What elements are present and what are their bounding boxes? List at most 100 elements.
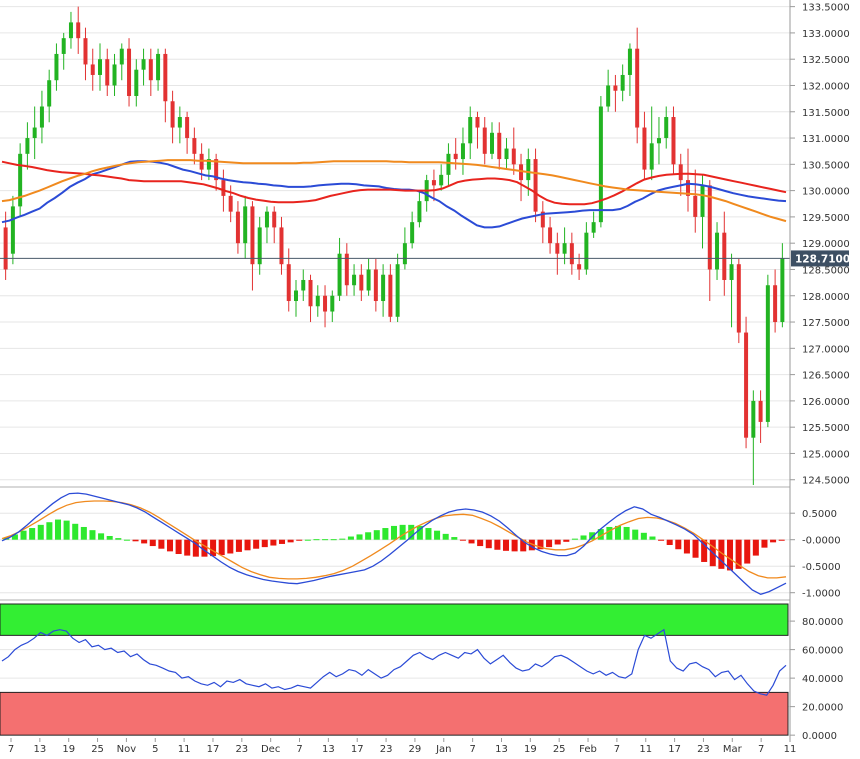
- price-tick-label: 126.5000: [802, 371, 850, 382]
- candle-body: [736, 264, 741, 333]
- candle: [627, 43, 632, 96]
- macd-line: [1, 492, 787, 596]
- candle-body: [533, 159, 538, 212]
- macd-signal-line: [1, 500, 787, 580]
- macd-bar-negative: [752, 539, 759, 556]
- candle: [76, 6, 81, 54]
- macd-bar-negative: [502, 539, 510, 551]
- candle: [642, 111, 647, 181]
- macd-bar-positive: [408, 524, 415, 540]
- candle-body: [112, 64, 117, 86]
- candle-body: [206, 159, 211, 170]
- candle-body: [649, 143, 654, 170]
- macd-bar-negative: [253, 539, 260, 549]
- x-tick-label: 25: [553, 744, 566, 755]
- macd-bar-positive: [649, 536, 656, 540]
- candle: [10, 195, 15, 265]
- x-tick-label: 23: [697, 744, 710, 755]
- candle-body: [228, 195, 233, 212]
- candle: [548, 216, 553, 254]
- candle-body: [693, 195, 698, 217]
- candle: [192, 127, 197, 165]
- macd-bar-positive: [390, 525, 398, 540]
- macd-bar-negative: [658, 539, 665, 541]
- candle-body: [170, 101, 175, 128]
- candle: [780, 243, 785, 328]
- candle-body: [294, 290, 298, 302]
- candle: [707, 180, 712, 302]
- macd-bar-positive: [330, 539, 337, 541]
- x-tick-label: 13: [33, 744, 46, 755]
- macd-bar-positive: [37, 524, 44, 540]
- x-tick-label: 23: [235, 744, 248, 755]
- candle-body: [286, 264, 291, 302]
- macd-bar-negative: [546, 539, 553, 548]
- x-tick-label: 25: [91, 744, 104, 755]
- candle: [352, 264, 357, 296]
- candle-body: [569, 243, 574, 265]
- price-tick-label: 132.0000: [802, 81, 850, 92]
- candle-body: [199, 153, 204, 170]
- macd-bar-negative: [149, 539, 156, 547]
- macd-bar-negative: [235, 539, 242, 552]
- candle: [700, 174, 705, 249]
- x-tick-label: Dec: [261, 744, 280, 755]
- macd-bar-negative: [261, 539, 268, 548]
- candle-body: [25, 138, 30, 154]
- candle-body: [613, 85, 618, 91]
- candle-body: [10, 206, 15, 254]
- x-tick-label: 7: [296, 744, 302, 755]
- macd-bar-positive: [98, 533, 105, 540]
- macd-bar-negative: [468, 539, 475, 544]
- candle-body: [177, 117, 182, 128]
- macd-tick-label: -0.0000: [802, 536, 841, 547]
- candle-body: [511, 148, 516, 165]
- candle: [540, 201, 545, 244]
- candle: [446, 143, 451, 186]
- macd-bar-positive: [46, 522, 53, 540]
- candle: [381, 264, 386, 317]
- candle-body: [686, 180, 690, 196]
- candle: [32, 106, 37, 160]
- candle-body: [504, 148, 509, 160]
- candle: [98, 43, 102, 91]
- candle: [286, 248, 291, 312]
- candle-body: [715, 232, 720, 270]
- candle: [68, 11, 73, 49]
- candle: [439, 164, 444, 191]
- macd-bar-negative: [666, 539, 673, 545]
- candle-body: [68, 22, 73, 39]
- candle: [243, 195, 248, 259]
- candle: [620, 64, 625, 102]
- candle-body: [562, 243, 567, 254]
- macd-bar-negative: [278, 539, 286, 544]
- candle-body: [3, 227, 8, 270]
- price-tick-label: 131.5000: [802, 108, 850, 119]
- candle-body: [18, 153, 23, 207]
- candle-body: [148, 59, 153, 81]
- macd-bar-positive: [304, 539, 311, 541]
- moving-averages: [1, 159, 787, 229]
- candle: [635, 27, 640, 144]
- candle: [257, 216, 262, 275]
- candle: [519, 153, 524, 202]
- price-tick-label: 125.5000: [802, 423, 850, 434]
- candle-body: [482, 127, 487, 154]
- x-tick-label: 5: [152, 744, 158, 755]
- candle: [344, 243, 349, 296]
- candle: [170, 90, 175, 144]
- candle-body: [773, 285, 778, 323]
- candle-body: [163, 53, 168, 102]
- macd-tick-label: 0.5000: [802, 509, 837, 520]
- rsi-oversold-zone: [0, 691, 789, 736]
- candle: [25, 122, 30, 170]
- macd-bar-negative: [701, 539, 708, 562]
- price-tick-label: 127.5000: [802, 318, 850, 329]
- macd-bar-positive: [580, 535, 587, 540]
- macd-bar-negative: [683, 539, 690, 554]
- candle: [475, 111, 480, 149]
- candle-body: [410, 222, 415, 244]
- candle: [112, 53, 117, 96]
- macd-bar-negative: [459, 539, 466, 541]
- candle-body: [453, 153, 458, 160]
